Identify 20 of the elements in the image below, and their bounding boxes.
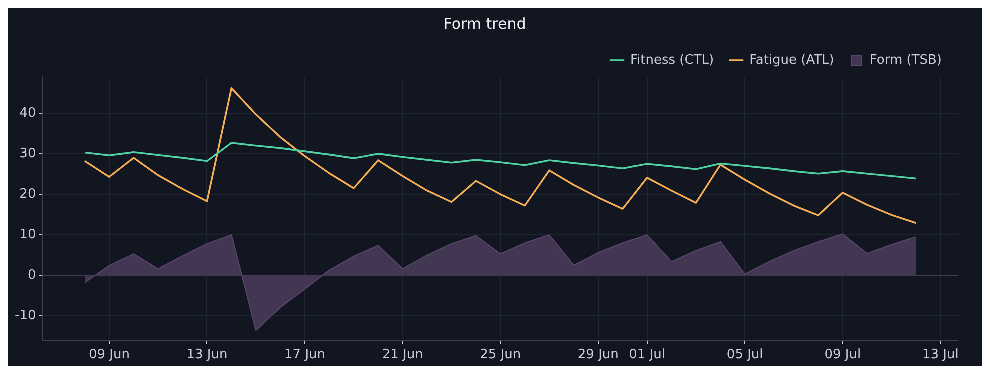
x-tick-label: 13 Jun	[186, 348, 228, 363]
x-tick-label: 25 Jun	[480, 348, 522, 363]
y-tick-label: -10	[15, 308, 36, 324]
y-tick-label: 0	[28, 268, 36, 283]
legend-label: Fitness (CTL)	[630, 52, 714, 68]
y-tick-label: 30	[20, 146, 36, 162]
x-tick-label: 29 Jun	[578, 348, 619, 363]
chart-title: Form trend	[444, 14, 526, 33]
y-tick-label: 40	[20, 106, 36, 121]
x-tick-label: 01 Jul	[629, 348, 666, 363]
x-tick-label: 13 Jul	[922, 348, 959, 363]
x-tick-label: 09 Jul	[824, 348, 862, 363]
x-tick-label: 21 Jun	[382, 348, 424, 363]
x-tick-label: 17 Jun	[284, 348, 326, 363]
legend-label: Fatigue (ATL)	[750, 52, 834, 68]
y-tick-label: 20	[20, 186, 36, 202]
x-tick-label: 09 Jun	[88, 348, 130, 363]
x-tick-label: 05 Jul	[726, 348, 764, 363]
legend-label: Form (TSB)	[870, 52, 942, 68]
y-tick-label: 10	[20, 227, 36, 242]
